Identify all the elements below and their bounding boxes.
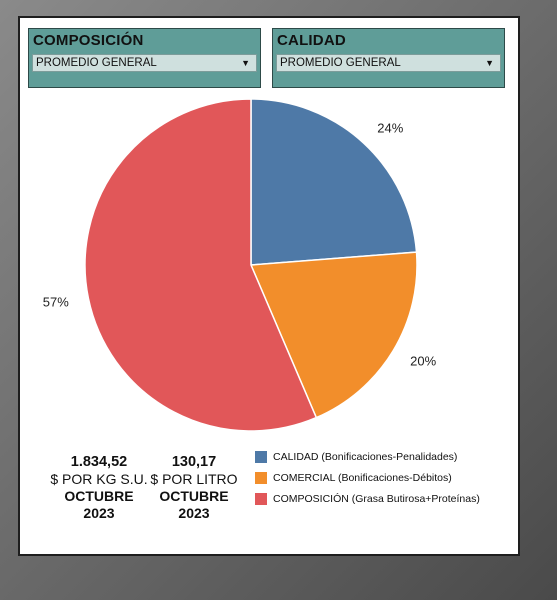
legend-label: COMPOSICIÓN (Grasa Butirosa+Proteínas) [273, 492, 480, 505]
filter-dropdown[interactable]: PROMEDIO GENERAL ▼ [276, 54, 501, 72]
legend-swatch [255, 450, 267, 463]
legend-label: COMERCIAL (Bonificaciones-Débitos) [273, 471, 452, 484]
chart-legend: CALIDAD (Bonificaciones-Penalidades) COM… [255, 446, 480, 509]
kpi-year: 2023 [83, 505, 115, 521]
kpi-litro: 130,17 $ POR LITRO OCTUBRE 2023 [146, 454, 242, 522]
filter-calidad: CALIDAD PROMEDIO GENERAL ▼ [272, 28, 505, 88]
kpi-month: OCTUBRE [64, 488, 134, 504]
legend-swatch [255, 492, 267, 505]
filter-dropdown-value: PROMEDIO GENERAL [280, 57, 401, 69]
kpi-unit: $ POR KG S.U. [50, 471, 148, 487]
pie-slice-1[interactable] [249, 251, 418, 419]
pie-slice-0[interactable] [250, 98, 418, 266]
pie-label-1: 20% [410, 353, 436, 368]
kpi-month: OCTUBRE [159, 488, 229, 504]
kpi-year: 2023 [178, 505, 210, 521]
chevron-down-icon: ▼ [485, 58, 494, 68]
kpi-unit: $ POR LITRO [150, 471, 238, 487]
pie-label-2: 57% [43, 294, 69, 309]
kpi-value: 1.834,52 [70, 454, 128, 470]
pie-chart: 24% 20% 57% [43, 98, 437, 432]
filter-dropdown-value: PROMEDIO GENERAL [36, 57, 157, 69]
kpi-value: 130,17 [171, 454, 217, 470]
filter-title: COMPOSICIÓN [33, 32, 144, 49]
legend-swatch [255, 471, 267, 484]
legend-label: CALIDAD (Bonificaciones-Penalidades) [273, 450, 458, 463]
pie-label-0: 24% [377, 120, 403, 135]
filter-composicion: COMPOSICIÓN PROMEDIO GENERAL ▼ [28, 28, 261, 88]
kpi-kg: 1.834,52 $ POR KG S.U. OCTUBRE 2023 [34, 454, 164, 522]
filter-dropdown[interactable]: PROMEDIO GENERAL ▼ [32, 54, 257, 72]
chevron-down-icon: ▼ [241, 58, 250, 68]
legend-item-calidad[interactable]: CALIDAD (Bonificaciones-Penalidades) [255, 446, 480, 467]
legend-item-composicion[interactable]: COMPOSICIÓN (Grasa Butirosa+Proteínas) [255, 488, 480, 509]
filter-title: CALIDAD [277, 32, 346, 49]
dashboard-panel: COMPOSICIÓN PROMEDIO GENERAL ▼ CALIDAD P… [18, 16, 520, 556]
legend-item-comercial[interactable]: COMERCIAL (Bonificaciones-Débitos) [255, 467, 480, 488]
pie-slice-2[interactable] [84, 98, 318, 432]
